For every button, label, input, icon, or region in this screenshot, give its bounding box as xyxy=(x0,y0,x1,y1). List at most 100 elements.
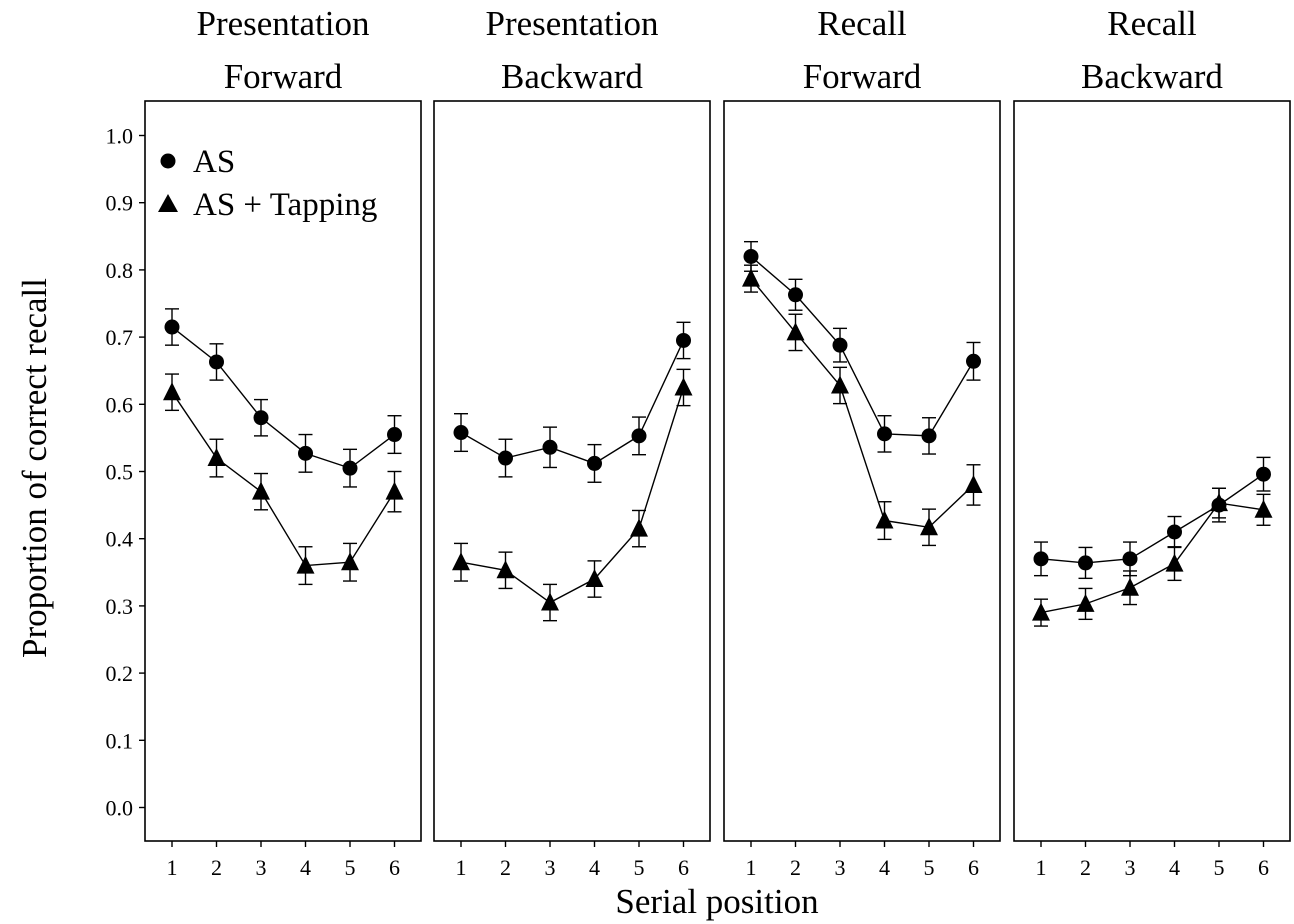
x-axis-title: Serial position xyxy=(615,882,818,921)
x-tick-label: 3 xyxy=(545,855,556,880)
series-line xyxy=(171,326,395,469)
data-point-triangle xyxy=(163,382,181,401)
legend-label: AS + Tapping xyxy=(193,187,377,223)
data-point-triangle xyxy=(385,481,404,500)
data-point-circle xyxy=(743,248,759,264)
data-point-triangle xyxy=(585,569,604,588)
facet-title-line2: Forward xyxy=(803,57,922,96)
y-tick-label: 1.0 xyxy=(106,124,134,149)
x-tick-label: 2 xyxy=(211,855,222,880)
x-tick-label: 5 xyxy=(345,855,356,880)
panel-frame xyxy=(1013,100,1291,842)
data-point-triangle xyxy=(674,377,693,396)
data-point-triangle xyxy=(831,375,849,394)
facet-title-line2: Backward xyxy=(501,57,643,96)
data-point-triangle xyxy=(1032,602,1050,621)
series-as xyxy=(1033,456,1271,580)
data-point-circle xyxy=(676,332,691,348)
y-tick-label: 0.8 xyxy=(106,258,134,283)
data-point-circle xyxy=(788,287,803,303)
x-tick-label: 5 xyxy=(1214,855,1225,880)
panel: Recall Forward 1 2 3 4 5 6 xyxy=(723,4,1001,880)
data-point-circle xyxy=(631,428,647,444)
series-as xyxy=(453,321,691,483)
series-line xyxy=(750,255,975,437)
y-tick-label: 0.3 xyxy=(106,594,134,619)
data-point-triangle xyxy=(742,268,760,287)
data-point-circle xyxy=(453,425,469,441)
x-tick-label: 1 xyxy=(746,855,757,880)
data-point-triangle xyxy=(296,555,315,574)
series-line xyxy=(171,391,396,567)
series-as-tapping xyxy=(452,368,693,622)
series-line xyxy=(460,387,685,604)
x-tick-label: 6 xyxy=(968,855,979,880)
data-point-circle xyxy=(542,439,558,455)
facet-title-line1: Presentation xyxy=(485,4,658,43)
data-point-triangle xyxy=(1254,499,1273,518)
x-tick-label: 5 xyxy=(924,855,935,880)
y-axis: 0.0 0.1 0.2 0.3 0.4 0.5 0.6 0.7 0.8 0.9 1.0 xyxy=(106,124,145,821)
data-point-circle xyxy=(832,337,848,353)
panel-frame xyxy=(144,100,422,842)
x-tick-label: 4 xyxy=(300,855,311,880)
y-axis-title: Proportion of correct recall xyxy=(15,278,54,658)
series-as-tapping xyxy=(1032,487,1273,627)
series-line xyxy=(1040,502,1264,614)
x-tick-label: 1 xyxy=(456,855,467,880)
data-point-triangle xyxy=(496,560,515,579)
series-as-tapping xyxy=(742,264,983,547)
facet-title-line1: Presentation xyxy=(196,4,369,43)
y-tick-label: 0.7 xyxy=(106,325,134,350)
data-point-triangle xyxy=(786,322,805,341)
data-point-triangle xyxy=(452,552,470,571)
legend-label: AS xyxy=(193,144,235,180)
x-tick-label: 6 xyxy=(678,855,689,880)
y-tick-label: 0.5 xyxy=(106,460,134,485)
data-point-circle xyxy=(253,410,269,426)
data-point-triangle xyxy=(1076,593,1095,612)
x-tick-label: 3 xyxy=(256,855,267,880)
y-tick-label: 0.0 xyxy=(106,796,134,821)
series-line xyxy=(1040,473,1264,564)
data-point-triangle xyxy=(920,517,938,536)
data-point-triangle xyxy=(341,552,359,571)
x-tick-label: 6 xyxy=(1258,855,1269,880)
panel-frame xyxy=(433,100,711,842)
facet-title-line1: Recall xyxy=(817,4,907,43)
data-point-circle xyxy=(587,455,602,471)
data-point-circle xyxy=(1033,551,1049,567)
data-point-triangle xyxy=(875,510,894,529)
data-point-circle xyxy=(342,460,358,476)
data-point-circle xyxy=(1256,466,1271,482)
data-point-circle xyxy=(298,445,313,461)
panel: Recall Backward 1 2 3 4 5 6 xyxy=(1013,4,1291,880)
data-point-triangle xyxy=(541,592,559,611)
facet-title-line1: Recall xyxy=(1107,4,1197,43)
y-tick-label: 0.6 xyxy=(106,392,134,417)
x-tick-label: 4 xyxy=(1169,855,1180,880)
series-as xyxy=(743,240,981,455)
x-tick-label: 3 xyxy=(835,855,846,880)
legend-marker-triangle xyxy=(158,194,178,212)
data-point-triangle xyxy=(1210,493,1228,512)
data-point-circle xyxy=(164,319,180,335)
data-point-triangle xyxy=(630,518,648,537)
data-point-circle xyxy=(921,428,937,444)
data-point-circle xyxy=(209,354,224,370)
x-tick-label: 1 xyxy=(167,855,178,880)
data-point-circle xyxy=(498,450,513,466)
facet-title-line2: Forward xyxy=(224,57,343,96)
data-point-circle xyxy=(387,427,402,443)
panel: Presentation Backward 1 2 3 4 5 6 xyxy=(433,4,711,880)
legend-marker-circle xyxy=(160,153,176,169)
x-tick-label: 4 xyxy=(879,855,890,880)
data-point-triangle xyxy=(964,474,983,493)
series-as-tapping xyxy=(163,373,404,586)
x-tick-label: 4 xyxy=(589,855,600,880)
chart-panels: Presentation Forward 1 2 3 4 5 6 Presentation Bac… xyxy=(144,4,1291,880)
legend: AS AS + Tapping xyxy=(158,144,377,223)
data-point-triangle xyxy=(207,448,226,467)
facet-title-line2: Backward xyxy=(1081,57,1223,96)
